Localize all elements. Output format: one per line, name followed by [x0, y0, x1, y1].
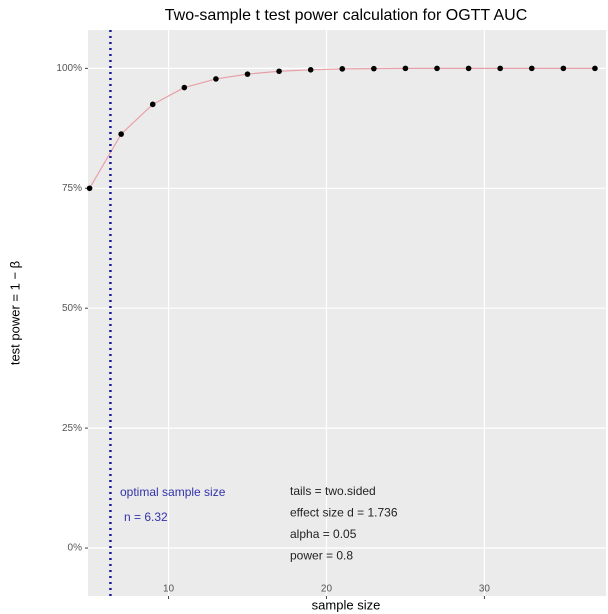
parameter-text: power = 0.8 — [290, 549, 353, 563]
plot-panel — [88, 30, 606, 596]
x-tick-label: 30 — [479, 584, 491, 595]
y-tick-label: 25% — [62, 423, 82, 434]
data-point — [592, 65, 598, 72]
data-point — [528, 65, 535, 72]
parameter-text: tails = two.sided — [290, 484, 376, 498]
parameter-text: effect size d = 1.736 — [290, 506, 398, 520]
parameter-text: alpha = 0.05 — [290, 527, 357, 541]
chart-title: Two-sample t test power calculation for … — [165, 7, 528, 24]
data-point — [181, 84, 188, 91]
data-point — [276, 68, 282, 75]
data-point — [402, 65, 409, 72]
y-tick-label: 75% — [62, 183, 82, 194]
data-point — [307, 67, 314, 73]
annotation: n = 6.32 — [124, 510, 168, 524]
data-point — [118, 131, 124, 137]
annotation: optimal sample size — [120, 485, 226, 499]
data-point — [434, 65, 440, 72]
data-point — [244, 71, 251, 77]
x-tick-label: 20 — [321, 584, 333, 595]
y-tick-label: 50% — [62, 303, 82, 314]
x-tick-label: 10 — [163, 584, 175, 595]
y-tick-label: 100% — [56, 63, 82, 74]
data-point — [86, 185, 93, 192]
y-tick-label: 0% — [68, 543, 83, 554]
data-point — [213, 76, 219, 82]
data-point — [465, 65, 472, 72]
x-axis-label: sample size — [312, 597, 381, 612]
y-axis-label: test power = 1 − β — [7, 261, 22, 365]
data-point — [339, 66, 346, 72]
data-point — [371, 65, 377, 72]
data-point — [560, 65, 567, 72]
data-point — [497, 65, 503, 72]
data-point — [149, 101, 156, 108]
